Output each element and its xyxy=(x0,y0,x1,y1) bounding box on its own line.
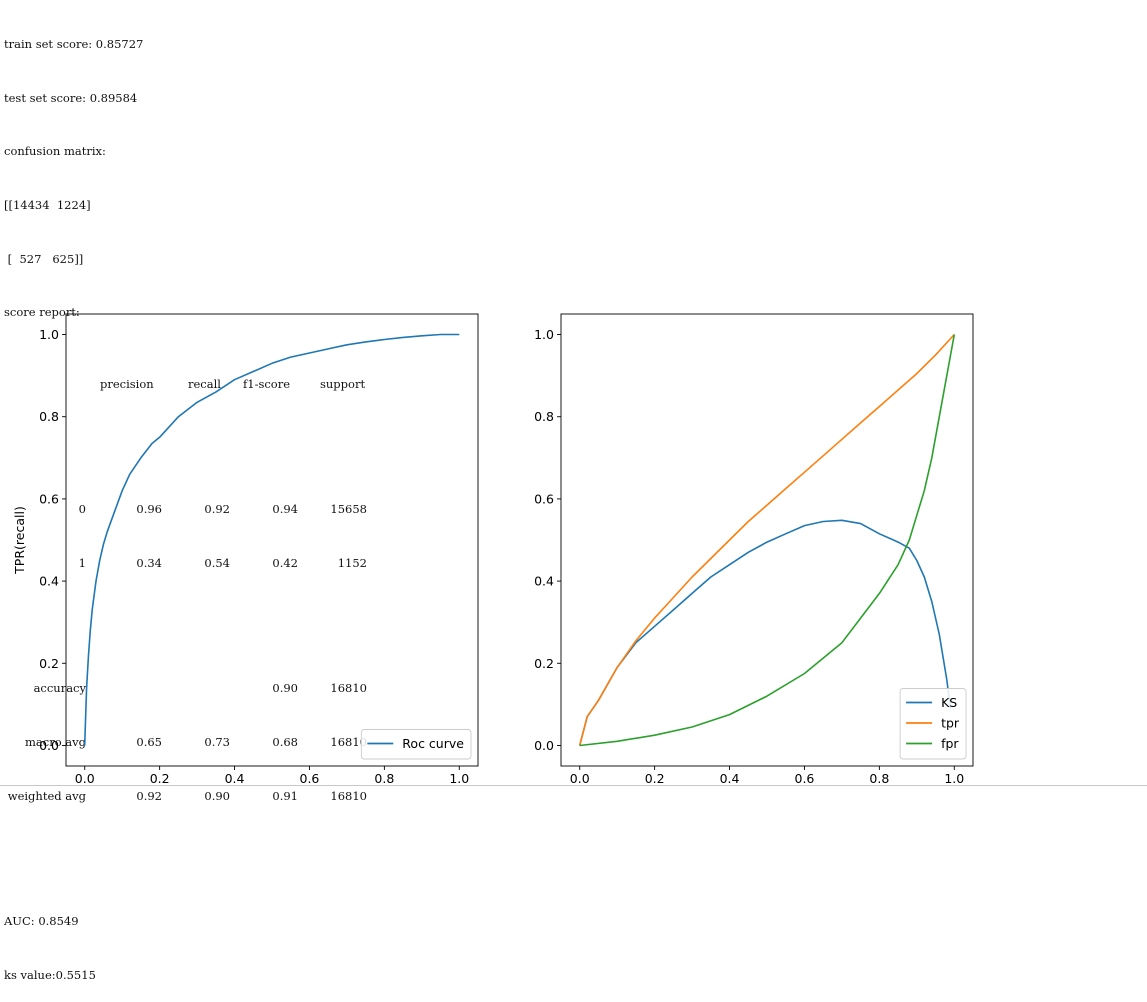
y-tick-label: 1.0 xyxy=(534,327,554,342)
f1-value: 0.68 xyxy=(272,734,298,749)
recall-value: 0.90 xyxy=(204,788,230,803)
report-row: 0 0.96 0.92 0.94 15658 xyxy=(4,501,367,519)
precision-value: 0.34 xyxy=(136,555,162,570)
x-tick-label: 0.0 xyxy=(570,771,590,786)
x-tick-label: 0.8 xyxy=(374,771,394,786)
support-value: 16810 xyxy=(330,788,367,803)
x-tick-label: 0.6 xyxy=(300,771,320,786)
confusion-matrix-row: [ 527 625]] xyxy=(4,251,84,266)
y-tick-label: 0.6 xyxy=(39,491,59,506)
col-header-f1: f1-score xyxy=(243,376,291,391)
y-tick-label: 0.0 xyxy=(534,738,554,753)
y-axis-label: TPR(recall) xyxy=(12,506,27,575)
recall-value: 0.73 xyxy=(204,734,230,749)
col-header-recall: recall xyxy=(188,376,221,391)
precision-value: 0.96 xyxy=(136,502,162,517)
axes-frame xyxy=(65,313,479,767)
precision-value: 0.65 xyxy=(136,734,162,749)
support-value: 16810 xyxy=(330,734,367,749)
f1-value: 0.94 xyxy=(272,502,298,517)
confusion-matrix-header: confusion matrix: xyxy=(4,144,106,159)
ks-chart: 0.0 0.2 0.4 0.6 0.8 1.0 0.0 0.2 0.4 0.6 0.8 1.0 KS tp… xyxy=(534,313,974,786)
score-report-header: score report: xyxy=(4,305,80,320)
row-label: 0 xyxy=(78,502,86,517)
legend-box xyxy=(360,729,472,760)
x-tick-label: 1.0 xyxy=(944,771,964,786)
row-label: macro avg xyxy=(25,734,86,749)
legend-label: KS xyxy=(941,695,957,710)
roc-chart: 0.0 0.2 0.4 0.6 0.8 1.0 0.0 0.2 0.4 0.6 0.8 1.0 TPR(… xyxy=(12,313,479,786)
report-row: 1 0.34 0.54 0.42 1152 xyxy=(4,555,367,573)
series-line-ks xyxy=(578,519,952,746)
x-tick-label: 0.4 xyxy=(225,771,245,786)
ks-value-line: ks value:0.5515 xyxy=(4,967,96,982)
recall-value: 0.92 xyxy=(204,502,230,517)
support-value: 16810 xyxy=(330,681,367,696)
y-tick-label: 0.4 xyxy=(39,574,59,589)
series-line-roc-curve xyxy=(83,333,460,746)
y-tick-label: 0.4 xyxy=(534,574,554,589)
f1-value: 0.42 xyxy=(272,555,298,570)
row-label: 1 xyxy=(78,555,86,570)
test-score-line: test set score: 0.89584 xyxy=(4,90,138,105)
col-header-support: support xyxy=(320,376,366,391)
train-score-line: train set score: 0.85727 xyxy=(4,36,144,51)
y-tick-label: 1.0 xyxy=(39,327,59,342)
series-line-tpr xyxy=(578,333,955,746)
report-row: macro avg 0.65 0.73 0.68 16810 xyxy=(4,734,367,752)
auc-line: AUC: 0.8549 xyxy=(4,913,79,928)
x-tick-label: 0.2 xyxy=(645,771,665,786)
legend-label: Roc curve xyxy=(402,736,464,751)
row-label: weighted avg xyxy=(7,788,86,803)
x-tick-label: 0.2 xyxy=(150,771,170,786)
precision-value: 0.92 xyxy=(136,788,162,803)
x-tick-label: 0.4 xyxy=(720,771,740,786)
f1-value: 0.90 xyxy=(272,681,298,696)
confusion-matrix-row: [[14434 1224] xyxy=(4,197,91,212)
legend-box xyxy=(899,688,967,760)
support-value: 1152 xyxy=(337,555,367,570)
x-tick-label: 0.6 xyxy=(795,771,815,786)
report-column-headers: precision recall f1-score support xyxy=(4,376,365,394)
row-label: accuracy xyxy=(33,681,86,696)
y-tick-label: 0.8 xyxy=(39,409,59,424)
support-value: 15658 xyxy=(330,502,367,517)
report-row: accuracy 0.90 16810 xyxy=(4,680,367,698)
y-tick-label: 0.2 xyxy=(39,656,59,671)
axes-frame xyxy=(560,313,974,767)
report-row: weighted avg 0.92 0.90 0.91 16810 xyxy=(4,788,367,806)
y-tick-label: 0.8 xyxy=(534,409,554,424)
y-tick-label: 0.0 xyxy=(39,738,59,753)
bottom-divider xyxy=(0,785,1147,786)
f1-value: 0.91 xyxy=(272,788,298,803)
y-tick-label: 0.2 xyxy=(534,656,554,671)
col-header-precision: precision xyxy=(100,376,154,391)
recall-value: 0.54 xyxy=(204,555,230,570)
charts-canvas: 0.0 0.2 0.4 0.6 0.8 1.0 0.0 0.2 0.4 0.6 0.8 1.0 TPR(… xyxy=(12,313,974,786)
legend-label: fpr xyxy=(941,736,959,751)
x-tick-label: 1.0 xyxy=(449,771,469,786)
series-line-fpr xyxy=(579,334,956,747)
y-tick-label: 0.6 xyxy=(534,491,554,506)
legend-label: tpr xyxy=(941,716,960,731)
x-tick-label: 0.8 xyxy=(869,771,889,786)
x-tick-label: 0.0 xyxy=(75,771,95,786)
